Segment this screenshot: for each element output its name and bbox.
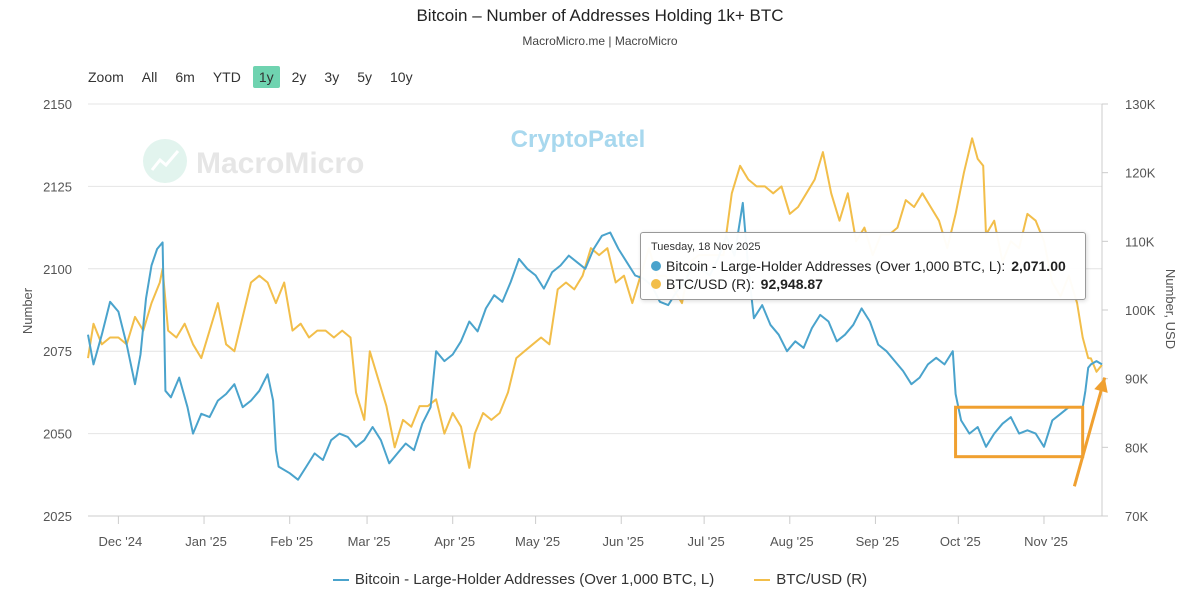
left-axis-title: Number [20,287,35,334]
x-tick-label: Nov '25 [1024,534,1068,549]
left-tick-label: 2125 [43,179,72,194]
tooltip-row-btc: BTC/USD (R): 92,948.87 [651,275,1075,293]
range-button-1y[interactable]: 1y [252,66,280,88]
chart-subtitle: MacroMicro.me | MacroMicro [522,34,678,48]
series-line-btc-usd[interactable] [87,137,1103,469]
watermark-logo [143,139,187,183]
watermark-cryptopatel: CryptoPatel [511,126,646,153]
x-tick-label: Aug '25 [770,534,814,549]
series-line-large-holder-addresses[interactable] [87,201,1103,481]
x-tick-label: Sep '25 [856,534,900,549]
legend-swatch-btc [754,578,771,581]
x-tick-label: Dec '24 [99,534,143,549]
range-button-10y[interactable]: 10y [390,69,413,85]
left-tick-label: 2150 [43,97,72,112]
x-tick-label: Jan '25 [185,534,227,549]
right-tick-label: 70K [1125,509,1148,524]
range-button-6m[interactable]: 6m [175,69,195,85]
right-tick-label: 90K [1125,372,1148,387]
tooltip-dot-btc [651,279,661,289]
x-axis: Dec '24 Jan '25 Feb '25 Mar '25 Apr '25 May '… [88,515,1102,549]
legend-item-btc[interactable]: BTC/USD (R) [754,571,867,588]
range-selector: Zoom All 6m YTD 1y 2y 3y 5y 10y [88,66,419,88]
legend: Bitcoin - Large-Holder Addresses (Over 1… [0,571,1200,588]
tooltip-label-addresses: Bitcoin - Large-Holder Addresses (Over 1… [666,258,1006,274]
left-axis: 2025 2050 2075 2100 2125 2150 [43,97,72,524]
tooltip-row-addresses: Bitcoin - Large-Holder Addresses (Over 1… [651,257,1075,275]
x-tick-label: Mar '25 [348,534,391,549]
right-tick-label: 120K [1125,166,1156,181]
x-tick-label: Apr '25 [434,534,475,549]
annotations [954,377,1108,487]
x-tick-label: Jun '25 [602,534,644,549]
right-tick-label: 110K [1125,234,1155,249]
range-button-3y[interactable]: 3y [324,69,340,85]
x-tick-label: Oct '25 [940,534,981,549]
tooltip-date: Tuesday, 18 Nov 2025 [651,241,761,253]
range-button-ytd[interactable]: YTD [212,69,241,85]
left-tick-label: 2075 [43,344,72,359]
tooltip-value-addresses: 2,071.00 [1011,258,1066,274]
range-button-2y[interactable]: 2y [291,69,307,85]
zoom-label: Zoom [88,69,124,85]
right-tick-label: 100K [1125,303,1156,318]
tooltip-label-btc: BTC/USD (R): [666,276,755,292]
chart-title: Bitcoin – Number of Addresses Holding 1k… [416,6,784,25]
range-button-5y[interactable]: 5y [357,69,372,85]
annotation-box [954,405,1085,459]
annotation-arrow-shaft [1072,377,1107,487]
x-tick-label: Feb '25 [270,534,313,549]
x-tick-label: May '25 [515,534,560,549]
legend-item-addresses[interactable]: Bitcoin - Large-Holder Addresses (Over 1… [332,571,715,588]
range-button-all[interactable]: All [141,69,158,85]
annotation-arrow-head [1094,377,1108,393]
left-tick-label: 2025 [43,509,72,524]
x-tick-label: Jul '25 [688,534,725,549]
watermark-macromicro: MacroMicro [196,147,364,180]
tooltip-dot-addresses [651,261,661,271]
right-axis-title: Number, USD [1163,269,1178,349]
right-tick-label: 80K [1125,440,1148,455]
legend-label-btc: BTC/USD (R) [776,571,868,588]
tooltip: Tuesday, 18 Nov 2025 Bitcoin - Large-Hol… [640,232,1086,300]
tooltip-value-btc: 92,948.87 [760,276,823,292]
right-tick-label: 130K [1125,97,1156,112]
right-axis: 70K 80K 90K 100K 110K 120K 130K [1101,97,1156,524]
series-group [87,137,1103,481]
legend-label-addresses: Bitcoin - Large-Holder Addresses (Over 1… [354,571,715,588]
left-tick-label: 2100 [43,262,72,277]
left-tick-label: 2050 [43,427,72,442]
legend-swatch-addresses [332,578,349,581]
